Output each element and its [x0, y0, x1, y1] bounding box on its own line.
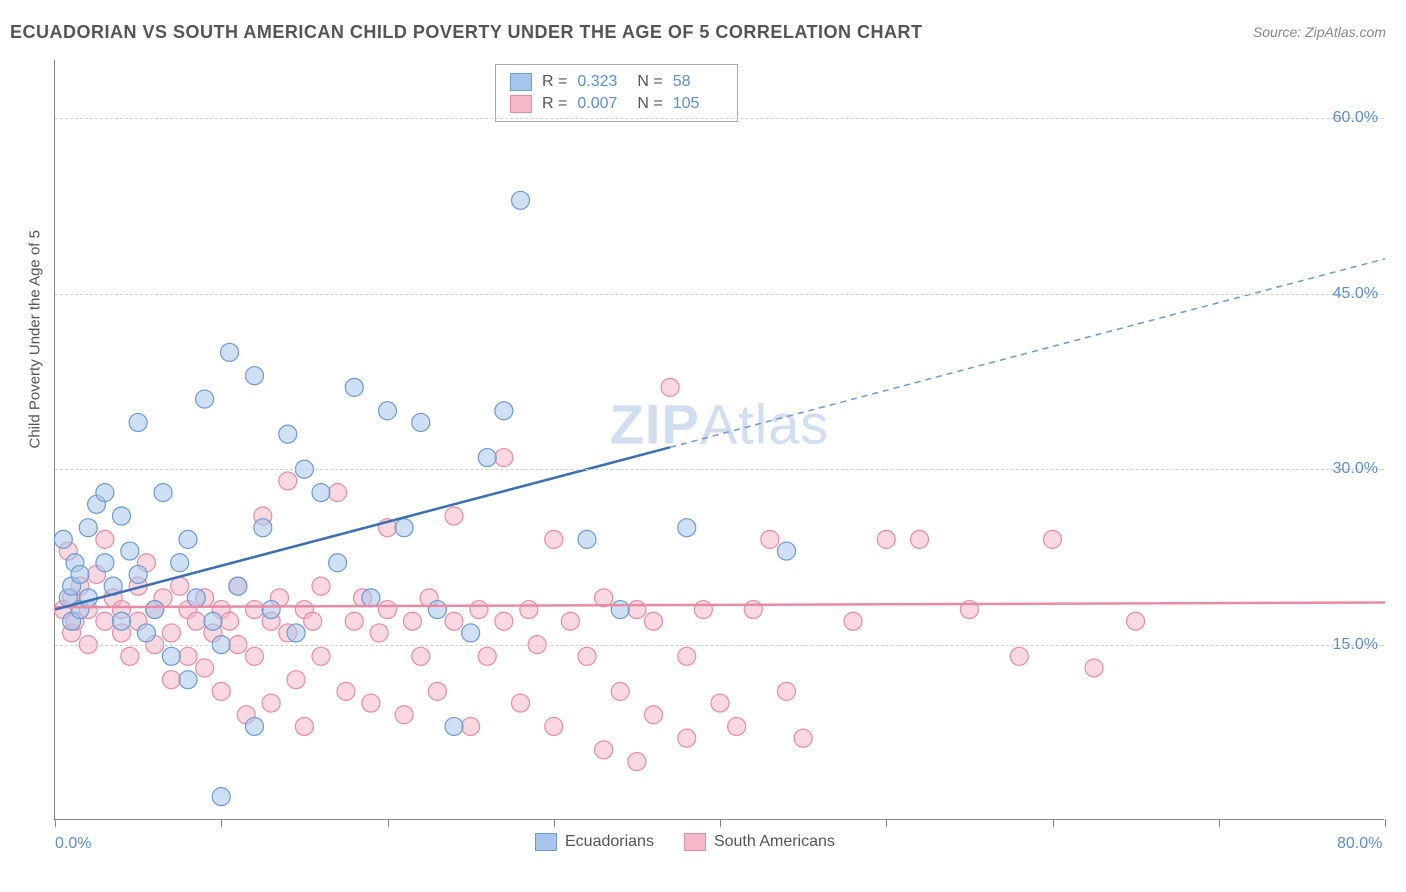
legend-label-south-americans: South Americans [714, 833, 835, 851]
swatch-ecuadorians [510, 73, 532, 91]
n-value-ecuadorians: 58 [673, 73, 723, 91]
source-attribution: Source: ZipAtlas.com [1253, 24, 1386, 40]
x-tick-label: 0.0% [55, 835, 91, 853]
r-value-south-americans: 0.007 [577, 95, 627, 113]
y-tick-label: 45.0% [1333, 285, 1378, 303]
n-value-south-americans: 105 [673, 95, 723, 113]
swatch-south-americans [510, 95, 532, 113]
r-value-ecuadorians: 0.323 [577, 73, 627, 91]
legend-label-ecuadorians: Ecuadorians [565, 833, 654, 851]
chart-title: ECUADORIAN VS SOUTH AMERICAN CHILD POVER… [10, 22, 923, 43]
legend-item-south-americans: South Americans [684, 833, 835, 851]
n-label: N = [637, 73, 662, 91]
x-tick-label: 80.0% [1337, 835, 1382, 853]
y-axis-label: Child Poverty Under the Age of 5 [27, 230, 44, 448]
legend-series: Ecuadorians South Americans [535, 833, 835, 851]
swatch-ecuadorians [535, 833, 557, 851]
plot-area: Child Poverty Under the Age of 5 ZIPAtla… [54, 60, 1384, 820]
r-label: R = [542, 73, 567, 91]
swatch-south-americans [684, 833, 706, 851]
legend-correlation: R = 0.323 N = 58 R = 0.007 N = 105 [495, 64, 738, 122]
n-label: N = [637, 95, 662, 113]
r-label: R = [542, 95, 567, 113]
legend-row-ecuadorians: R = 0.323 N = 58 [510, 71, 723, 93]
legend-item-ecuadorians: Ecuadorians [535, 833, 654, 851]
scatter-plot [55, 60, 1384, 819]
y-tick-label: 15.0% [1333, 636, 1378, 654]
legend-row-south-americans: R = 0.007 N = 105 [510, 93, 723, 115]
y-tick-label: 30.0% [1333, 460, 1378, 478]
y-tick-label: 60.0% [1333, 109, 1378, 127]
chart-container: ECUADORIAN VS SOUTH AMERICAN CHILD POVER… [10, 10, 1396, 882]
